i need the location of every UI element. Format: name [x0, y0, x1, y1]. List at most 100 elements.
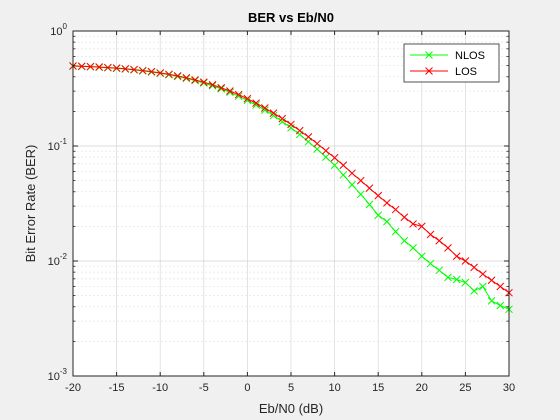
data-point [444, 244, 452, 252]
y-tick-label: 10-1 [48, 137, 68, 153]
data-point [322, 153, 330, 161]
data-point [260, 106, 269, 115]
data-point [304, 133, 313, 141]
y-tick-label: 10-3 [48, 367, 68, 383]
data-point [269, 111, 278, 120]
data-point [199, 78, 208, 87]
data-point [496, 282, 505, 291]
x-tick-label: 0 [244, 382, 250, 394]
legend-marker [425, 51, 433, 59]
data-point [391, 227, 400, 236]
data-point [252, 99, 260, 107]
data-point [348, 169, 356, 178]
data-point [208, 81, 217, 90]
data-point [234, 90, 243, 99]
data-point [330, 153, 339, 162]
data-point [444, 273, 452, 282]
data-point [470, 287, 478, 295]
data-point [365, 200, 374, 209]
legend-marker [425, 67, 433, 75]
data-point [478, 282, 487, 291]
data-point [86, 62, 95, 71]
data-point [452, 275, 461, 284]
data-point [252, 101, 260, 109]
data-point [356, 190, 365, 199]
data-point [435, 236, 444, 245]
x-tick-label: -5 [199, 382, 209, 394]
data-point [348, 180, 356, 189]
data-point [269, 109, 278, 118]
data-point [112, 64, 121, 72]
x-tick-label: 10 [328, 382, 340, 394]
y-axis-label: Bit Error Rate (BER) [23, 145, 38, 263]
legend-box [403, 43, 500, 83]
data-point [487, 276, 496, 285]
data-point [496, 301, 505, 310]
data-point [383, 199, 391, 207]
data-point [374, 191, 383, 200]
legend-label: LOS [455, 66, 477, 78]
x-tick-label: 15 [372, 382, 384, 394]
data-point [330, 161, 339, 170]
data-point [217, 83, 226, 92]
data-point [409, 220, 417, 228]
data-point [208, 80, 217, 89]
x-tick-label: -10 [152, 382, 168, 394]
chart-title: BER vs Eb/N0 [248, 10, 334, 25]
data-point [121, 64, 130, 73]
data-point [339, 161, 348, 170]
data-point [147, 67, 156, 76]
data-point [191, 75, 199, 84]
data-point [226, 87, 234, 95]
data-point [278, 117, 287, 126]
data-point [173, 72, 182, 80]
y-tick-label: 100 [50, 22, 67, 38]
data-point [356, 176, 365, 185]
data-point [400, 213, 409, 222]
x-axis-label: Eb/N0 (dB) [259, 401, 323, 416]
series-los [69, 62, 513, 297]
data-point [365, 184, 374, 193]
data-point [383, 217, 391, 226]
x-tick-label: -20 [65, 382, 81, 394]
y-tick-labels: 10-3 10-2 10-1 100 [48, 22, 68, 383]
x-tick-label: -15 [109, 382, 125, 394]
x-tick-label: 20 [416, 382, 428, 394]
data-point [182, 73, 191, 82]
data-point [95, 63, 104, 71]
data-point [487, 297, 496, 305]
data-point [391, 205, 400, 214]
data-point [278, 114, 287, 123]
data-point [313, 139, 322, 148]
data-point [104, 63, 112, 72]
data-point [470, 263, 478, 272]
data-point [417, 252, 426, 261]
data-point [287, 120, 295, 129]
legend: NLOS LOS [403, 43, 500, 83]
data-point [452, 252, 461, 261]
x-tick-labels: -20 -15 -10 -5 0 5 10 15 20 25 30 [65, 382, 515, 394]
data-point [260, 104, 269, 112]
plot-area [69, 62, 513, 314]
data-point [461, 257, 470, 265]
data-point [156, 69, 165, 77]
data-point [435, 266, 444, 275]
x-tick-label: 5 [288, 382, 294, 394]
data-point [295, 126, 304, 135]
data-point [243, 94, 252, 103]
data-point [417, 222, 426, 231]
data-point [478, 270, 487, 278]
data-point [461, 278, 470, 287]
data-point [426, 230, 435, 239]
data-point [138, 66, 147, 75]
data-point [165, 70, 173, 79]
data-point [339, 171, 348, 179]
data-point [409, 244, 417, 252]
legend-label: NLOS [455, 50, 485, 62]
data-point [199, 79, 208, 87]
data-point [322, 146, 330, 155]
data-point [426, 259, 435, 268]
y-tick-label: 10-2 [48, 252, 68, 268]
x-tick-label: 25 [459, 382, 471, 394]
